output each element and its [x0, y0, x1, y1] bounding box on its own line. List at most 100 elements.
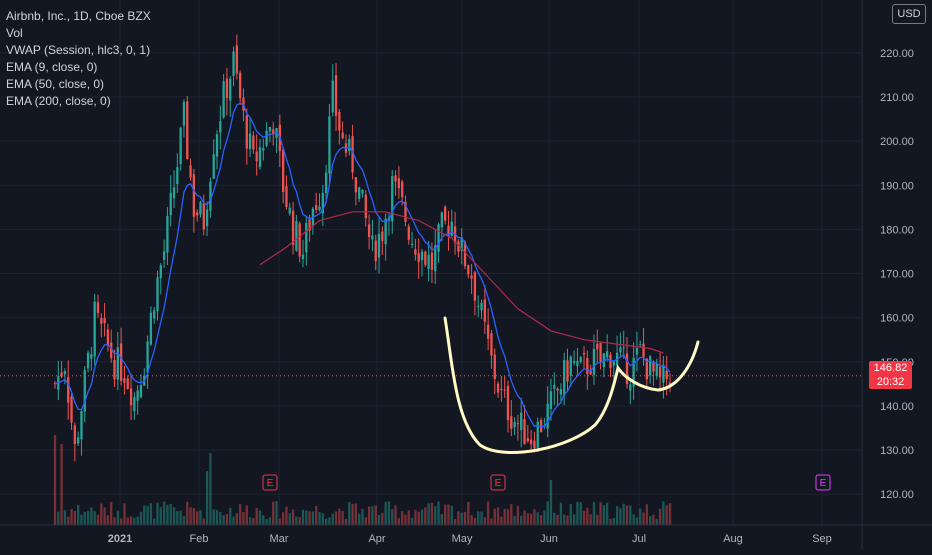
candle-body — [625, 353, 629, 385]
volume-bar — [80, 514, 83, 525]
candle-body — [318, 206, 321, 211]
x-tick-label: Jul — [632, 533, 646, 545]
volume-bar — [60, 444, 63, 525]
volume-bar — [609, 518, 612, 525]
legend-ema50[interactable]: EMA (50, close, 0) — [6, 77, 105, 91]
volume-bar — [629, 505, 632, 525]
volume-bar — [381, 512, 384, 525]
volume-bar — [258, 510, 262, 525]
candle-body — [417, 253, 420, 262]
candle-body — [126, 378, 129, 389]
volume-bar — [67, 516, 70, 525]
candle-body — [549, 391, 553, 409]
volume-bar — [265, 518, 268, 525]
candle-body — [467, 264, 470, 275]
candle-body — [156, 277, 159, 312]
candle-body — [596, 343, 599, 350]
volume-bar — [417, 511, 420, 525]
volume-bar — [225, 514, 229, 525]
legend-ema200[interactable]: EMA (200, close, 0) — [6, 94, 111, 108]
candle-body — [612, 361, 615, 366]
candle-body — [298, 223, 301, 257]
volume-bar — [182, 515, 186, 525]
volume-bar — [470, 515, 473, 525]
candle-body — [189, 165, 192, 178]
volume-bar — [245, 505, 248, 525]
candle-body — [609, 354, 612, 369]
candle-body — [169, 192, 172, 216]
candle-body — [225, 78, 229, 99]
candle-body — [529, 439, 533, 445]
volume-bar — [351, 503, 354, 525]
candle-body — [182, 101, 186, 126]
volume-bar — [649, 516, 652, 525]
volume-bar — [156, 502, 159, 525]
volume-bar — [625, 505, 629, 525]
volume-bar — [361, 508, 364, 525]
candle-body — [199, 202, 202, 215]
legend-volume[interactable]: Vol — [6, 26, 23, 40]
candle-body — [172, 187, 176, 199]
volume-bar — [179, 510, 182, 525]
legend-vwap[interactable]: VWAP (Session, hlc3, 0, 1) — [6, 43, 151, 57]
volume-bar — [437, 501, 440, 525]
volume-bar — [635, 517, 639, 525]
volume-bar — [430, 502, 434, 525]
volume-bar — [658, 508, 662, 525]
y-tick-label: 160.00 — [880, 313, 914, 325]
candle-body — [100, 317, 103, 324]
volume-bar — [586, 508, 589, 525]
candle-body — [556, 388, 559, 391]
volume-bar — [83, 511, 86, 525]
legend-symbol[interactable]: Airbnb, Inc., 1D, Cboe BZX — [6, 9, 151, 23]
candle-body — [427, 254, 430, 269]
legend-ema9[interactable]: EMA (9, close, 0) — [6, 60, 98, 74]
volume-bar — [582, 510, 586, 525]
volume-bar — [563, 514, 566, 525]
candle-body — [205, 209, 209, 227]
candle-body — [239, 72, 242, 99]
candle-body — [444, 206, 447, 221]
candle-body — [642, 343, 645, 358]
volume-bar — [566, 515, 569, 525]
candle-body — [179, 127, 182, 165]
event-marker-label: E — [820, 478, 827, 489]
volume-bar — [526, 513, 529, 525]
volume-bar — [407, 510, 410, 525]
volume-bar — [288, 513, 291, 525]
candle-body — [639, 344, 642, 346]
candle-body — [493, 354, 496, 380]
volume-bar — [311, 511, 315, 525]
candle-body — [123, 378, 126, 383]
candle-body — [285, 186, 288, 208]
candle-body — [371, 235, 374, 240]
volume-bar — [100, 503, 103, 525]
candle-body — [553, 384, 556, 389]
candle-body — [308, 219, 311, 231]
volume-bar — [136, 516, 139, 525]
drawing-layer[interactable] — [443, 316, 700, 454]
currency-badge[interactable]: USD — [892, 4, 926, 24]
volume-bar — [483, 517, 486, 525]
volume-bar — [424, 507, 427, 525]
candle-body — [358, 187, 361, 199]
volume-bar — [149, 503, 153, 525]
candle-body — [252, 135, 255, 150]
candle-body — [354, 177, 358, 193]
candle-body — [569, 356, 572, 376]
volume-bar — [331, 513, 334, 525]
volume-bar — [318, 511, 321, 525]
volume-bar — [255, 507, 258, 525]
cup-and-handle-drawing[interactable] — [443, 316, 700, 454]
volume-bar — [420, 509, 424, 525]
candle-body — [367, 224, 371, 237]
candle-body — [209, 181, 212, 211]
candle-body — [410, 243, 414, 245]
candle-body — [295, 221, 298, 251]
volume-bar — [189, 507, 192, 525]
volume-bar — [493, 508, 496, 525]
candle-body — [67, 377, 70, 403]
candle-body — [632, 357, 635, 387]
